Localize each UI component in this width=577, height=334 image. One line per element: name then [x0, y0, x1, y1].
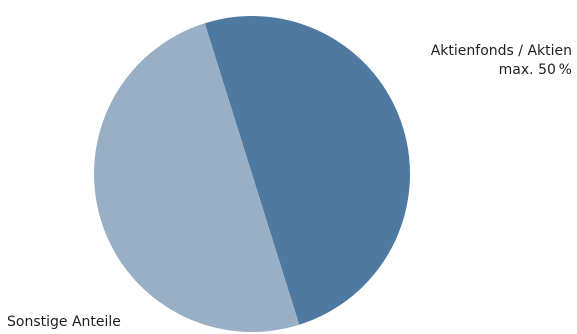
pie-slice-0	[204, 15, 411, 325]
slice-label-sonstige-line-1: Sonstige Anteile	[7, 314, 121, 330]
slice-label-aktienfonds-line-2: max. 50 %	[498, 62, 572, 78]
slice-label-aktienfonds-line-1: Aktienfonds / Aktien	[430, 43, 572, 59]
slice-label-sonstige: Sonstige Anteile	[7, 313, 121, 332]
pie-slice-1	[93, 23, 300, 333]
slice-label-aktienfonds: Aktienfonds / Aktien max. 50 %	[431, 42, 572, 80]
